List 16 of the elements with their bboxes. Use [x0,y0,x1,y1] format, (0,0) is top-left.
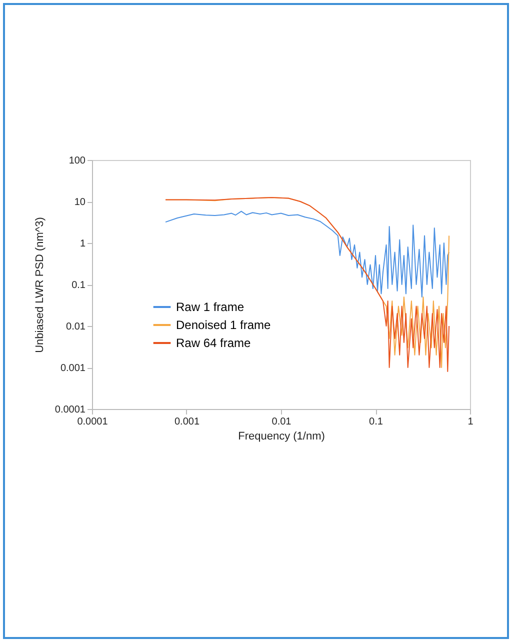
y-axis-title: Unbiased LWR PSD (nm^3) [34,217,46,353]
y-tick-label: 0.1 [72,280,86,291]
y-tick-label: 1 [80,238,86,250]
legend-label: Raw 1 frame [176,300,244,314]
y-tick-label: 0.01 [66,322,86,332]
x-tick-label: 1 [468,416,474,428]
legend-label: Denoised 1 frame [176,318,272,332]
y-tick-label: 10 [74,197,86,208]
x-tick-label: 0.001 [174,416,200,428]
legend-label: Raw 64 frame [176,336,252,350]
y-tick-label: 100 [68,156,86,166]
x-tick-label: 0.01 [272,416,292,428]
x-tick-label: 0.1 [369,416,384,428]
y-tick-label: 0.0001 [54,404,86,416]
x-axis-title: Frequency (1/nm) [238,430,325,442]
y-tick-label: 0.001 [60,363,86,374]
